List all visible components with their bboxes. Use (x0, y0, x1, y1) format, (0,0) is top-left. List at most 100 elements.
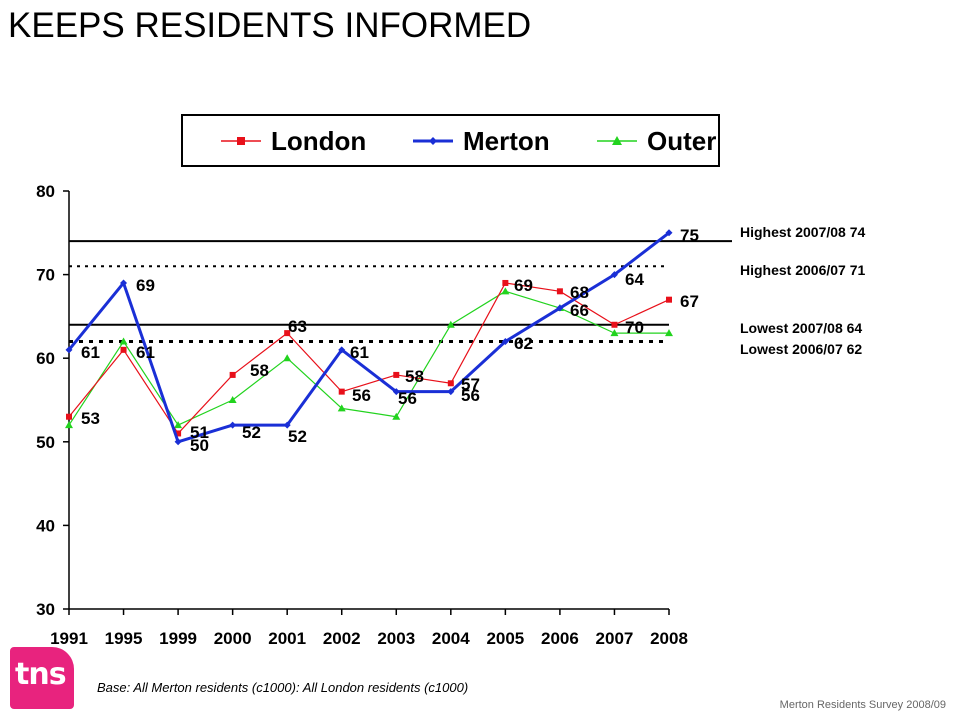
legend-label-outer: Outer (647, 125, 717, 156)
ref-label-highest-2007-08: Highest 2007/08 74 (740, 224, 866, 240)
point-outer (446, 320, 455, 328)
point-merton (283, 421, 291, 429)
legend-label-london: London (271, 125, 367, 156)
x-tick-label: 2006 (541, 629, 579, 648)
footnote-base: Base: All Merton residents (c1000) (97, 680, 296, 695)
point-merton (229, 421, 237, 429)
point-outer (501, 287, 510, 295)
data-label: 64 (625, 270, 644, 289)
data-label: 57 (461, 375, 480, 394)
source-label: Merton Residents Survey 2008/09 (779, 699, 946, 711)
logo-text: tns (15, 657, 67, 692)
ref-label-lowest-2006-07: Lowest 2006/07 62 (740, 341, 863, 357)
y-tick-label: 40 (36, 516, 55, 535)
point-outer (65, 421, 73, 429)
point-london (611, 321, 618, 328)
x-tick-label: 2008 (650, 629, 688, 648)
legend-swatch-merton (413, 137, 453, 145)
point-outer (392, 412, 401, 420)
point-london (393, 371, 400, 378)
point-london (338, 388, 345, 395)
y-tick-label: 50 (36, 433, 55, 452)
point-merton (392, 388, 400, 396)
x-tick-label: 2007 (596, 629, 634, 648)
data-label: 58 (405, 367, 424, 386)
data-label: 61 (350, 343, 369, 362)
data-label: 66 (570, 301, 589, 320)
point-london (175, 430, 182, 437)
point-merton (65, 346, 73, 354)
point-merton (610, 271, 618, 279)
point-london (666, 296, 672, 303)
legend-label-merton: Merton (463, 125, 550, 156)
data-label: 52 (288, 427, 307, 446)
y-tick-label: 70 (36, 266, 55, 285)
data-label: 68 (570, 283, 589, 302)
ref-label-lowest-2007-08: Lowest 2007/08 64 (740, 320, 863, 336)
data-label: 75 (680, 226, 699, 245)
point-outer (174, 421, 183, 429)
x-tick-label: 1995 (105, 629, 143, 648)
data-label: 56 (398, 389, 417, 408)
data-label: 53 (81, 409, 100, 428)
y-tick-label: 80 (36, 182, 55, 201)
point-outer (665, 329, 673, 337)
x-tick-label: 2000 (214, 629, 252, 648)
legend-swatch-outer (597, 136, 637, 145)
data-label: 70 (625, 318, 644, 337)
chart-legend: London Merton Outer (181, 114, 720, 167)
legend-swatch-london (221, 137, 261, 145)
data-label: 50 (190, 436, 209, 455)
x-tick-label: 2004 (432, 629, 470, 648)
footnote: Base: All Merton residents (c1000): All … (97, 680, 468, 695)
data-label: 52 (242, 423, 261, 442)
legend-item-outer: Outer (595, 126, 716, 156)
legend-item-london: London (219, 126, 366, 156)
point-london (229, 371, 236, 378)
x-tick-label: 2002 (323, 629, 361, 648)
point-merton (447, 388, 455, 396)
point-outer (337, 404, 346, 412)
page-title: KEEPS RESIDENTS INFORMED (8, 6, 532, 45)
data-label: 69 (514, 276, 533, 295)
point-london (120, 346, 127, 353)
data-label: 61 (81, 343, 100, 362)
data-label: 51 (190, 423, 209, 442)
y-tick-label: 30 (36, 600, 55, 619)
point-london (284, 330, 291, 337)
point-merton (501, 337, 509, 345)
data-label: 56 (352, 386, 371, 405)
series-line-merton (67, 231, 670, 444)
data-label: 62 (514, 334, 533, 353)
point-outer (228, 396, 237, 403)
data-label: 63 (288, 317, 307, 336)
data-label: 58 (250, 361, 269, 380)
ref-label-highest-2006-07: Highest 2006/07 71 (740, 262, 866, 278)
data-label: 67 (680, 292, 699, 311)
tns-logo: tns (10, 647, 74, 709)
data-label: 61 (136, 343, 155, 362)
point-merton (665, 229, 673, 237)
footnote-base-london: : All London residents (c1000) (295, 680, 469, 695)
x-tick-label: 2003 (377, 629, 415, 648)
point-merton (556, 304, 564, 312)
x-tick-label: 2005 (486, 629, 524, 648)
data-label: 56 (461, 386, 480, 405)
point-outer (283, 354, 292, 362)
y-tick-label: 60 (36, 349, 55, 368)
point-merton (338, 346, 346, 354)
point-london (502, 279, 509, 286)
point-london (556, 288, 563, 295)
point-merton (120, 279, 128, 287)
legend-item-merton: Merton (411, 126, 550, 156)
point-outer (610, 329, 619, 337)
x-tick-label: 1999 (159, 629, 197, 648)
point-london (66, 413, 72, 420)
x-tick-label: 2001 (268, 629, 306, 648)
x-tick-label: 1991 (50, 629, 88, 648)
point-london (447, 380, 454, 387)
point-outer (119, 337, 128, 345)
data-label: 69 (136, 276, 155, 295)
point-merton (174, 438, 182, 446)
